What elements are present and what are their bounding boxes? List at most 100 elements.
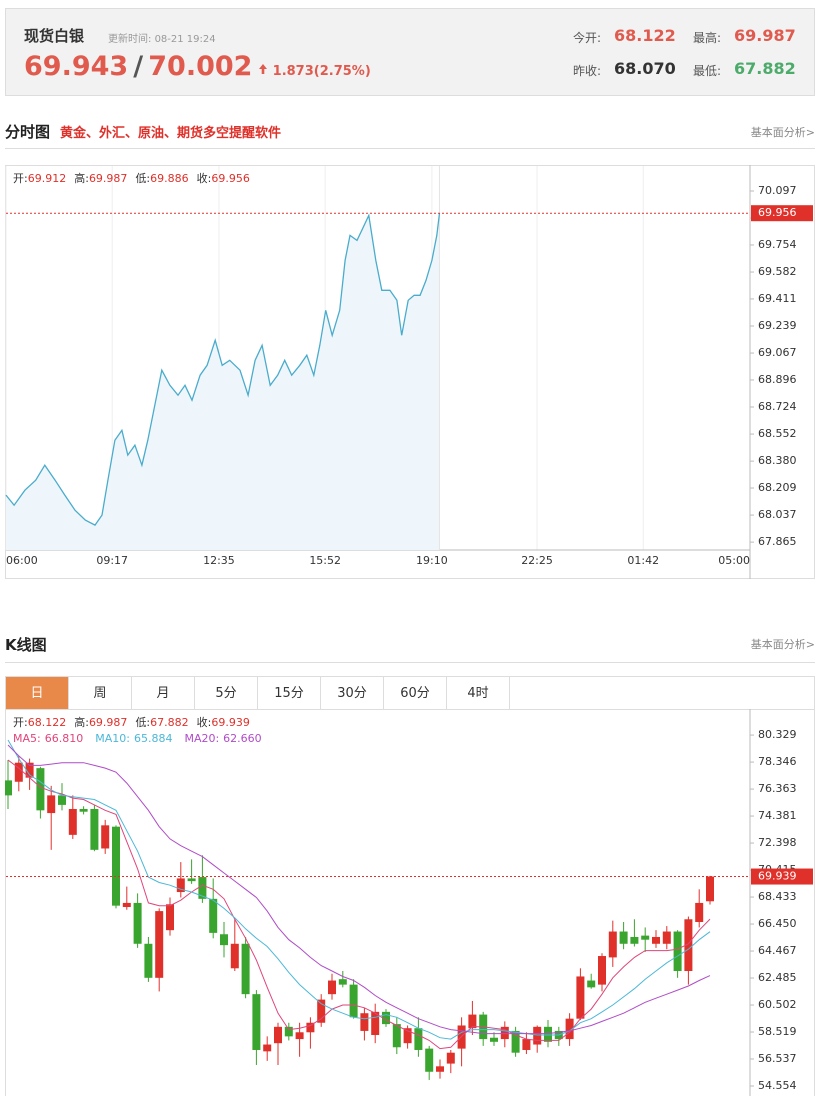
candle-body xyxy=(90,808,99,850)
candle-body xyxy=(641,935,650,940)
info-label: 开: xyxy=(13,172,28,185)
x-tick-label: 01:42 xyxy=(627,554,659,567)
section-title: K线图 xyxy=(5,636,47,654)
candle-body xyxy=(371,1011,380,1036)
candle-body xyxy=(274,1026,282,1044)
promo-link[interactable]: 黄金、外汇、原油、期货多空提醒软件 xyxy=(60,126,282,141)
candle-body xyxy=(511,1030,520,1053)
candle-body xyxy=(608,931,617,958)
y-tick-label: 68.724 xyxy=(758,400,797,413)
period-tab[interactable]: 30分 xyxy=(321,677,384,710)
candle-body xyxy=(36,768,45,811)
y-tick-label: 68.209 xyxy=(758,481,797,494)
candle-body xyxy=(155,911,164,978)
candle-body xyxy=(382,1011,390,1025)
period-tab[interactable]: 4时 xyxy=(447,677,510,710)
ma-line xyxy=(7,759,711,1050)
x-tick-label: 19:10 xyxy=(416,554,448,567)
candle-body xyxy=(446,1052,455,1064)
candle-body xyxy=(652,936,660,944)
candle-body xyxy=(425,1048,434,1072)
candle-body xyxy=(403,1028,412,1044)
candle-body xyxy=(619,931,628,944)
low-value: 67.882 xyxy=(734,59,796,78)
candle-body xyxy=(47,795,56,814)
analysis-link[interactable]: 基本面分析> xyxy=(750,126,815,139)
period-tab[interactable]: 5分 xyxy=(195,677,258,710)
analysis-link[interactable]: 基本面分析> xyxy=(750,638,815,651)
period-tabs: 日周月 5分 15分 30分 60分 4时 xyxy=(5,676,815,710)
high-label: 最高: xyxy=(693,31,722,45)
legend-name: MA5: xyxy=(13,732,41,745)
y-tick-label: 68.380 xyxy=(758,454,797,467)
x-tick-label: 22:25 xyxy=(521,554,553,567)
y-tick-label: 58.519 xyxy=(758,1025,797,1038)
candle-body xyxy=(166,904,174,931)
y-tick-label: 56.537 xyxy=(758,1052,797,1065)
legend-name: MA20: xyxy=(184,732,219,745)
info-label: 高: xyxy=(74,715,89,729)
section-title: 分时图 xyxy=(5,123,51,141)
candle-body xyxy=(241,943,250,995)
ohlc-info: 开:69.912 高:69.987 低:69.886 收:69.956 xyxy=(13,171,250,185)
candle-body xyxy=(25,762,34,778)
y-tick-label: 69.754 xyxy=(758,238,797,251)
price: 69.943 xyxy=(24,51,129,82)
open-label: 今开: xyxy=(573,31,602,45)
candle-body xyxy=(436,1066,444,1072)
x-tick-label: 09:17 xyxy=(96,554,128,567)
x-tick-label: 05:00 xyxy=(718,554,750,567)
current-price-tag xyxy=(751,868,813,885)
candle-body xyxy=(230,943,239,969)
candle-body xyxy=(220,934,228,946)
candle-body xyxy=(598,956,606,985)
area-fill xyxy=(6,213,440,550)
y-tick-label: 67.865 xyxy=(758,535,797,548)
y-tick-label: 80.329 xyxy=(758,728,797,741)
candle-body xyxy=(522,1039,531,1050)
price-line xyxy=(5,213,441,526)
candle-body xyxy=(252,994,261,1050)
period-tab[interactable]: 15分 xyxy=(258,677,321,710)
info-value: 69.912 xyxy=(28,172,67,185)
info-value: 67.882 xyxy=(150,716,189,729)
candle-body xyxy=(576,976,585,1019)
current-price-label: 69.939 xyxy=(758,870,797,883)
period-tab[interactable]: 60分 xyxy=(384,677,447,710)
y-tick-label: 69.411 xyxy=(758,292,797,305)
candle-body xyxy=(306,1022,315,1033)
time-value: 08-21 19:24 xyxy=(154,34,216,45)
period-tab[interactable]: 周 xyxy=(69,677,132,710)
intraday-chart: 06:00 09:17 12:35 15:52 19:10 22:25 01:42 05:00… xyxy=(5,165,815,579)
candle-body xyxy=(263,1044,272,1052)
info-label: 低: xyxy=(135,172,150,185)
chart-border xyxy=(5,709,815,1096)
candle-body xyxy=(14,762,23,782)
prev-value: 68.070 xyxy=(614,59,676,78)
y-tick-label: 68.552 xyxy=(758,427,797,440)
x-tick-label: 15:52 xyxy=(309,554,341,567)
period-tab[interactable]: 日 xyxy=(6,677,69,710)
candle-body xyxy=(144,943,153,978)
up-arrow xyxy=(258,64,267,74)
legend-value: 66.810 xyxy=(45,732,84,745)
price-change: 1.873(2.75%) xyxy=(272,64,371,79)
period-tab[interactable]: 月 xyxy=(132,677,195,710)
time-label: 更新时间: xyxy=(108,34,152,45)
prev-label: 昨收: xyxy=(573,64,602,78)
candle-body xyxy=(58,795,66,805)
candle-body xyxy=(68,808,77,835)
y-tick-label: 74.381 xyxy=(758,809,797,822)
info-value: 69.987 xyxy=(89,172,128,185)
candle-body xyxy=(101,825,110,849)
y-tick-label: 54.554 xyxy=(758,1079,797,1092)
candle-body xyxy=(295,1032,304,1040)
candle-body xyxy=(79,808,88,812)
divider xyxy=(5,148,815,149)
info-label: 收: xyxy=(197,171,212,185)
candle-body xyxy=(587,980,596,988)
ma-line xyxy=(7,744,711,1035)
update-time: 更新时间: 08-21 19:24 xyxy=(108,30,216,45)
info-label: 低: xyxy=(135,716,150,729)
